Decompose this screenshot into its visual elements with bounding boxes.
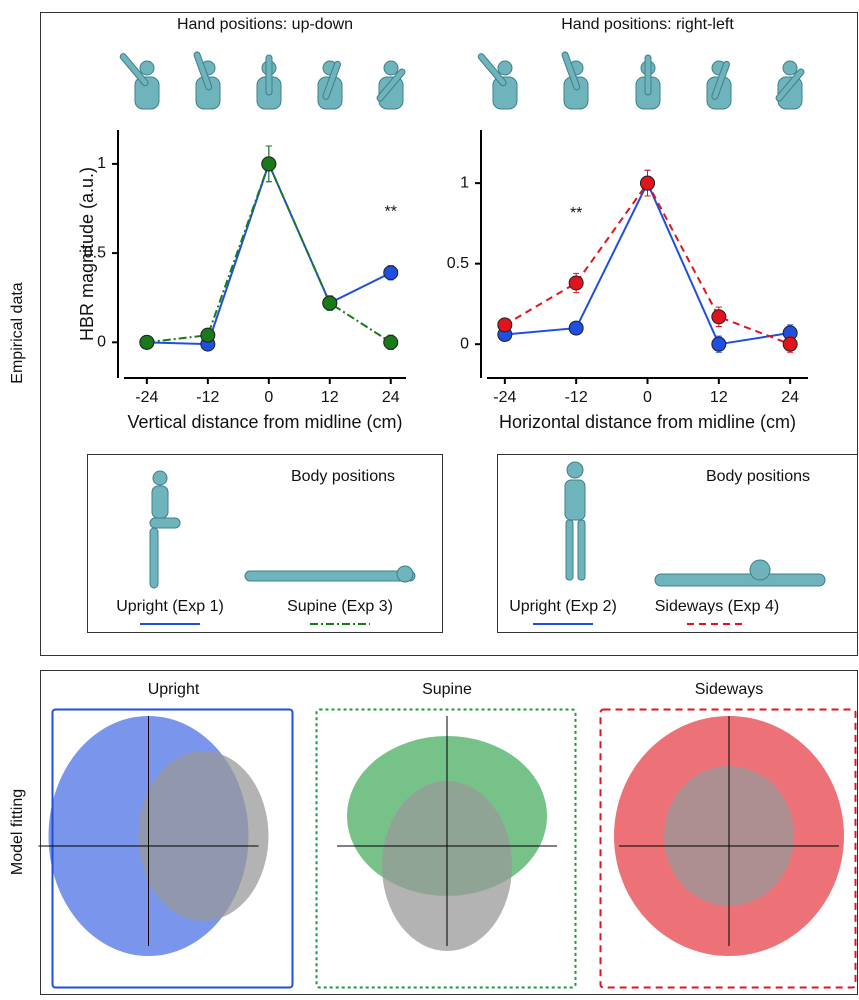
series-line — [505, 183, 790, 344]
legend-title: Body positions — [291, 468, 395, 485]
mannequin-head — [498, 61, 512, 75]
series-line — [505, 183, 790, 344]
legend-title: Body positions — [706, 468, 810, 485]
data-point — [262, 157, 276, 171]
y-tick-label: 0 — [97, 334, 106, 351]
side-label: Empirical data — [9, 282, 26, 383]
x-tick-label: 24 — [781, 389, 799, 406]
mannequin — [636, 55, 660, 109]
x-tick-label: 0 — [264, 389, 273, 406]
data-point — [384, 335, 398, 349]
y-tick-label: 0.5 — [447, 255, 469, 272]
data-point — [712, 337, 726, 351]
data-point — [323, 296, 337, 310]
data-point — [140, 335, 154, 349]
x-axis-label: Vertical distance from midline (cm) — [127, 412, 402, 432]
y-tick-label: 0 — [460, 335, 469, 352]
x-tick-label: 0 — [643, 389, 652, 406]
mannequin — [561, 51, 588, 109]
mannequin — [318, 60, 342, 109]
mannequin-arm — [266, 55, 272, 95]
x-tick-label: 24 — [382, 389, 400, 406]
mannequin — [477, 52, 517, 109]
legend-label: Sideways (Exp 4) — [655, 598, 780, 615]
chart-title: Hand positions: right-left — [561, 16, 734, 33]
mannequin-arm — [645, 55, 651, 95]
panel-title: Supine — [422, 681, 472, 698]
data-point — [384, 266, 398, 280]
legend-label: Upright (Exp 1) — [116, 598, 224, 615]
mannequin-head — [783, 61, 797, 75]
mannequin — [257, 55, 281, 109]
data-point — [641, 176, 655, 190]
series-line — [147, 164, 391, 342]
annotation: ** — [570, 205, 582, 222]
x-axis-label: Horizontal distance from midline (cm) — [499, 412, 796, 432]
data-point — [498, 318, 512, 332]
y-axis-label: HBR magnitude (a.u.) — [77, 167, 97, 341]
y-tick-label: 1 — [97, 155, 106, 172]
chart-title: Hand positions: up-down — [177, 16, 353, 33]
annotation: ** — [385, 203, 397, 220]
mannequin — [193, 51, 220, 109]
figure: Empirical data Model fitting Hand positi… — [0, 0, 859, 995]
x-tick-label: -12 — [196, 389, 219, 406]
y-tick-label: 1 — [460, 174, 469, 191]
data-point — [569, 321, 583, 335]
legend-label: Supine (Exp 3) — [287, 598, 393, 615]
mannequin — [119, 52, 159, 109]
panel-title: Sideways — [695, 681, 763, 698]
x-tick-label: -24 — [493, 389, 516, 406]
x-tick-label: -12 — [565, 389, 588, 406]
data-point — [569, 276, 583, 290]
x-tick-label: -24 — [135, 389, 158, 406]
side-label: Model fitting — [9, 789, 26, 875]
mannequin — [376, 61, 406, 109]
panel-title: Upright — [148, 681, 200, 698]
x-tick-label: 12 — [710, 389, 728, 406]
data-point — [783, 337, 797, 351]
data-point — [712, 310, 726, 324]
series-line — [147, 164, 391, 344]
legend-label: Upright (Exp 2) — [509, 598, 617, 615]
empirical-frame — [41, 13, 858, 656]
mannequin-head — [140, 61, 154, 75]
mannequin — [775, 61, 805, 109]
data-point — [201, 328, 215, 342]
head — [139, 751, 269, 921]
mannequin — [707, 60, 731, 109]
x-tick-label: 12 — [321, 389, 339, 406]
mannequin-head — [384, 61, 398, 75]
